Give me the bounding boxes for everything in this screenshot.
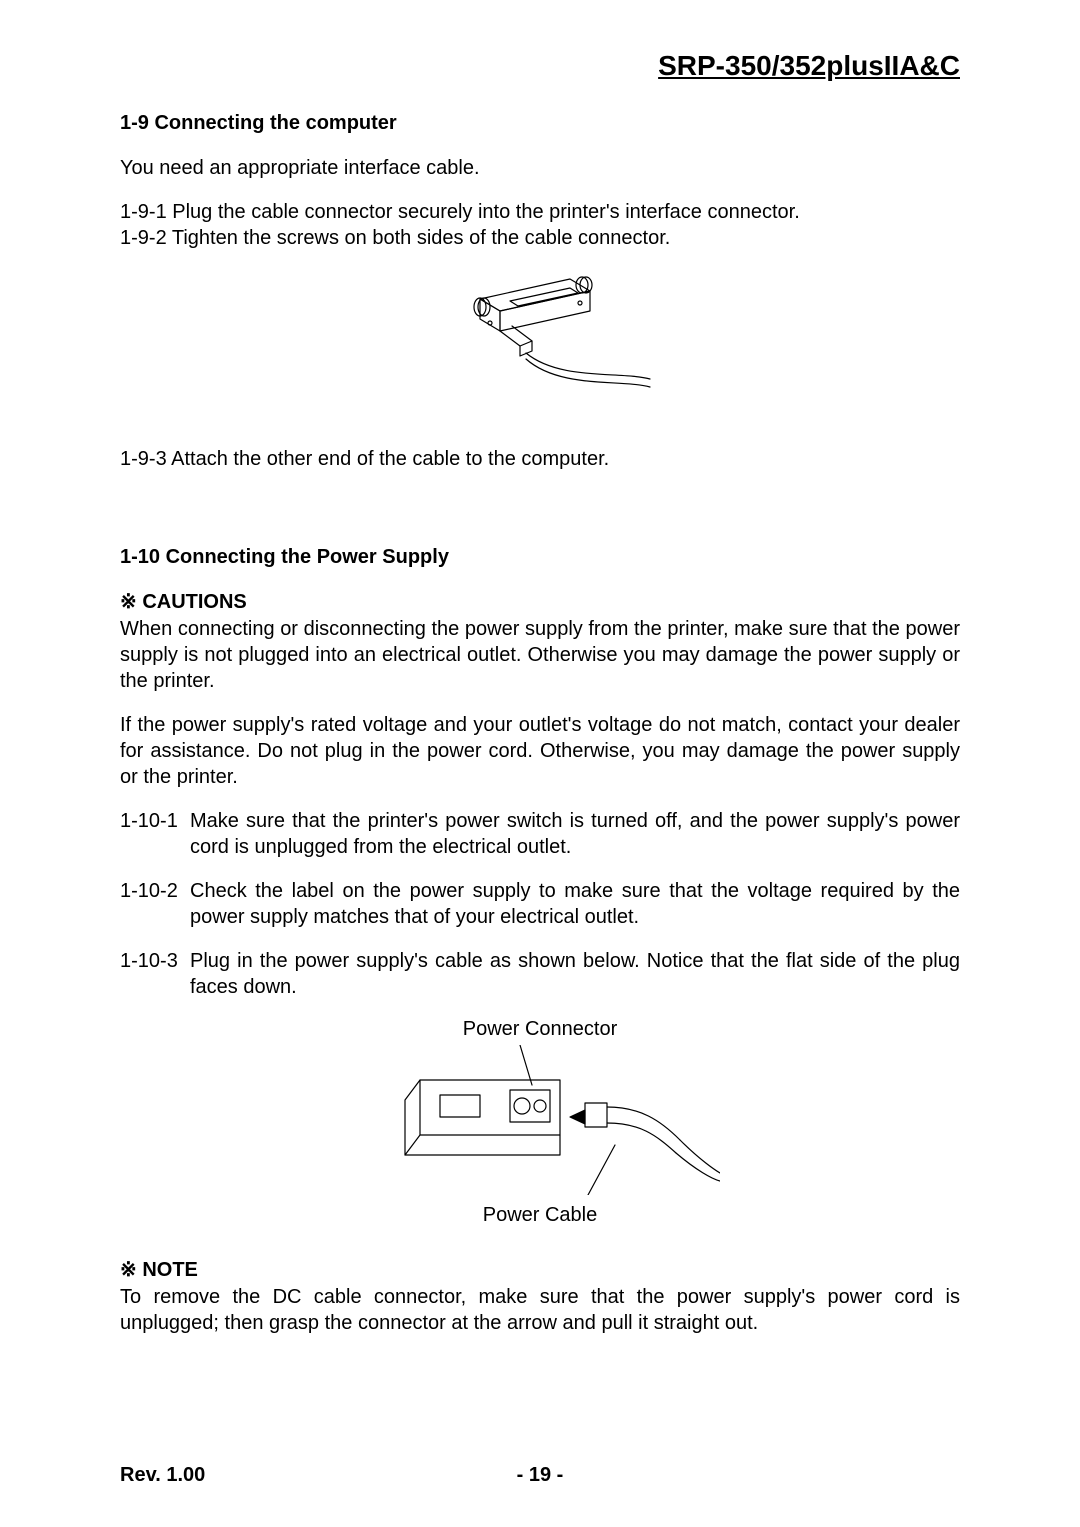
- step-1-10-1-number: 1-10-1: [120, 808, 190, 860]
- step-1-10-3-text: Plug in the power supply's cable as show…: [190, 948, 960, 1000]
- section-1-9-title: 1-9 Connecting the computer: [120, 112, 960, 135]
- section-1-9-steps: 1-9-1 Plug the cable connector securely …: [120, 199, 960, 251]
- cautions-label: ※ CAUTIONS: [120, 589, 960, 614]
- note-text: To remove the DC cable connector, make s…: [120, 1284, 960, 1336]
- section-1-9-intro: You need an appropriate interface cable.: [120, 155, 960, 181]
- cautions-paragraph-1: When connecting or disconnecting the pow…: [120, 616, 960, 694]
- cable-connector-icon: [420, 261, 660, 421]
- figure-label-power-cable: Power Cable: [120, 1204, 960, 1227]
- figure-label-power-connector: Power Connector: [120, 1018, 960, 1041]
- step-1-10-1: 1-10-1 Make sure that the printer's powe…: [120, 808, 960, 860]
- step-1-9-3: 1-9-3 Attach the other end of the cable …: [120, 446, 960, 472]
- step-1-10-2-number: 1-10-2: [120, 878, 190, 930]
- section-1-10-title: 1-10 Connecting the Power Supply: [120, 546, 960, 569]
- step-1-10-2: 1-10-2 Check the label on the power supp…: [120, 878, 960, 930]
- power-connector-icon: [360, 1045, 720, 1195]
- cautions-paragraph-2: If the power supply's rated voltage and …: [120, 712, 960, 790]
- step-1-9-2: 1-9-2 Tighten the screws on both sides o…: [120, 225, 960, 251]
- page-footer: Rev. 1.00 - 19 -: [120, 1464, 960, 1487]
- note-label: ※ NOTE: [120, 1257, 960, 1282]
- footer-page-number: - 19 -: [517, 1464, 564, 1487]
- page: SRP-350/352plusIIA&C 1-9 Connecting the …: [0, 0, 1080, 1527]
- step-1-10-3-number: 1-10-3: [120, 948, 190, 1000]
- step-1-10-1-text: Make sure that the printer's power switc…: [190, 808, 960, 860]
- step-1-10-2-text: Check the label on the power supply to m…: [190, 878, 960, 930]
- figure-power-connector: Power Connector: [120, 1018, 960, 1227]
- figure-cable-connector: [120, 261, 960, 426]
- document-header-title: SRP-350/352plusIIA&C: [120, 50, 960, 82]
- footer-revision: Rev. 1.00: [120, 1464, 205, 1486]
- step-1-9-1: 1-9-1 Plug the cable connector securely …: [120, 199, 960, 225]
- step-1-10-3: 1-10-3 Plug in the power supply's cable …: [120, 948, 960, 1000]
